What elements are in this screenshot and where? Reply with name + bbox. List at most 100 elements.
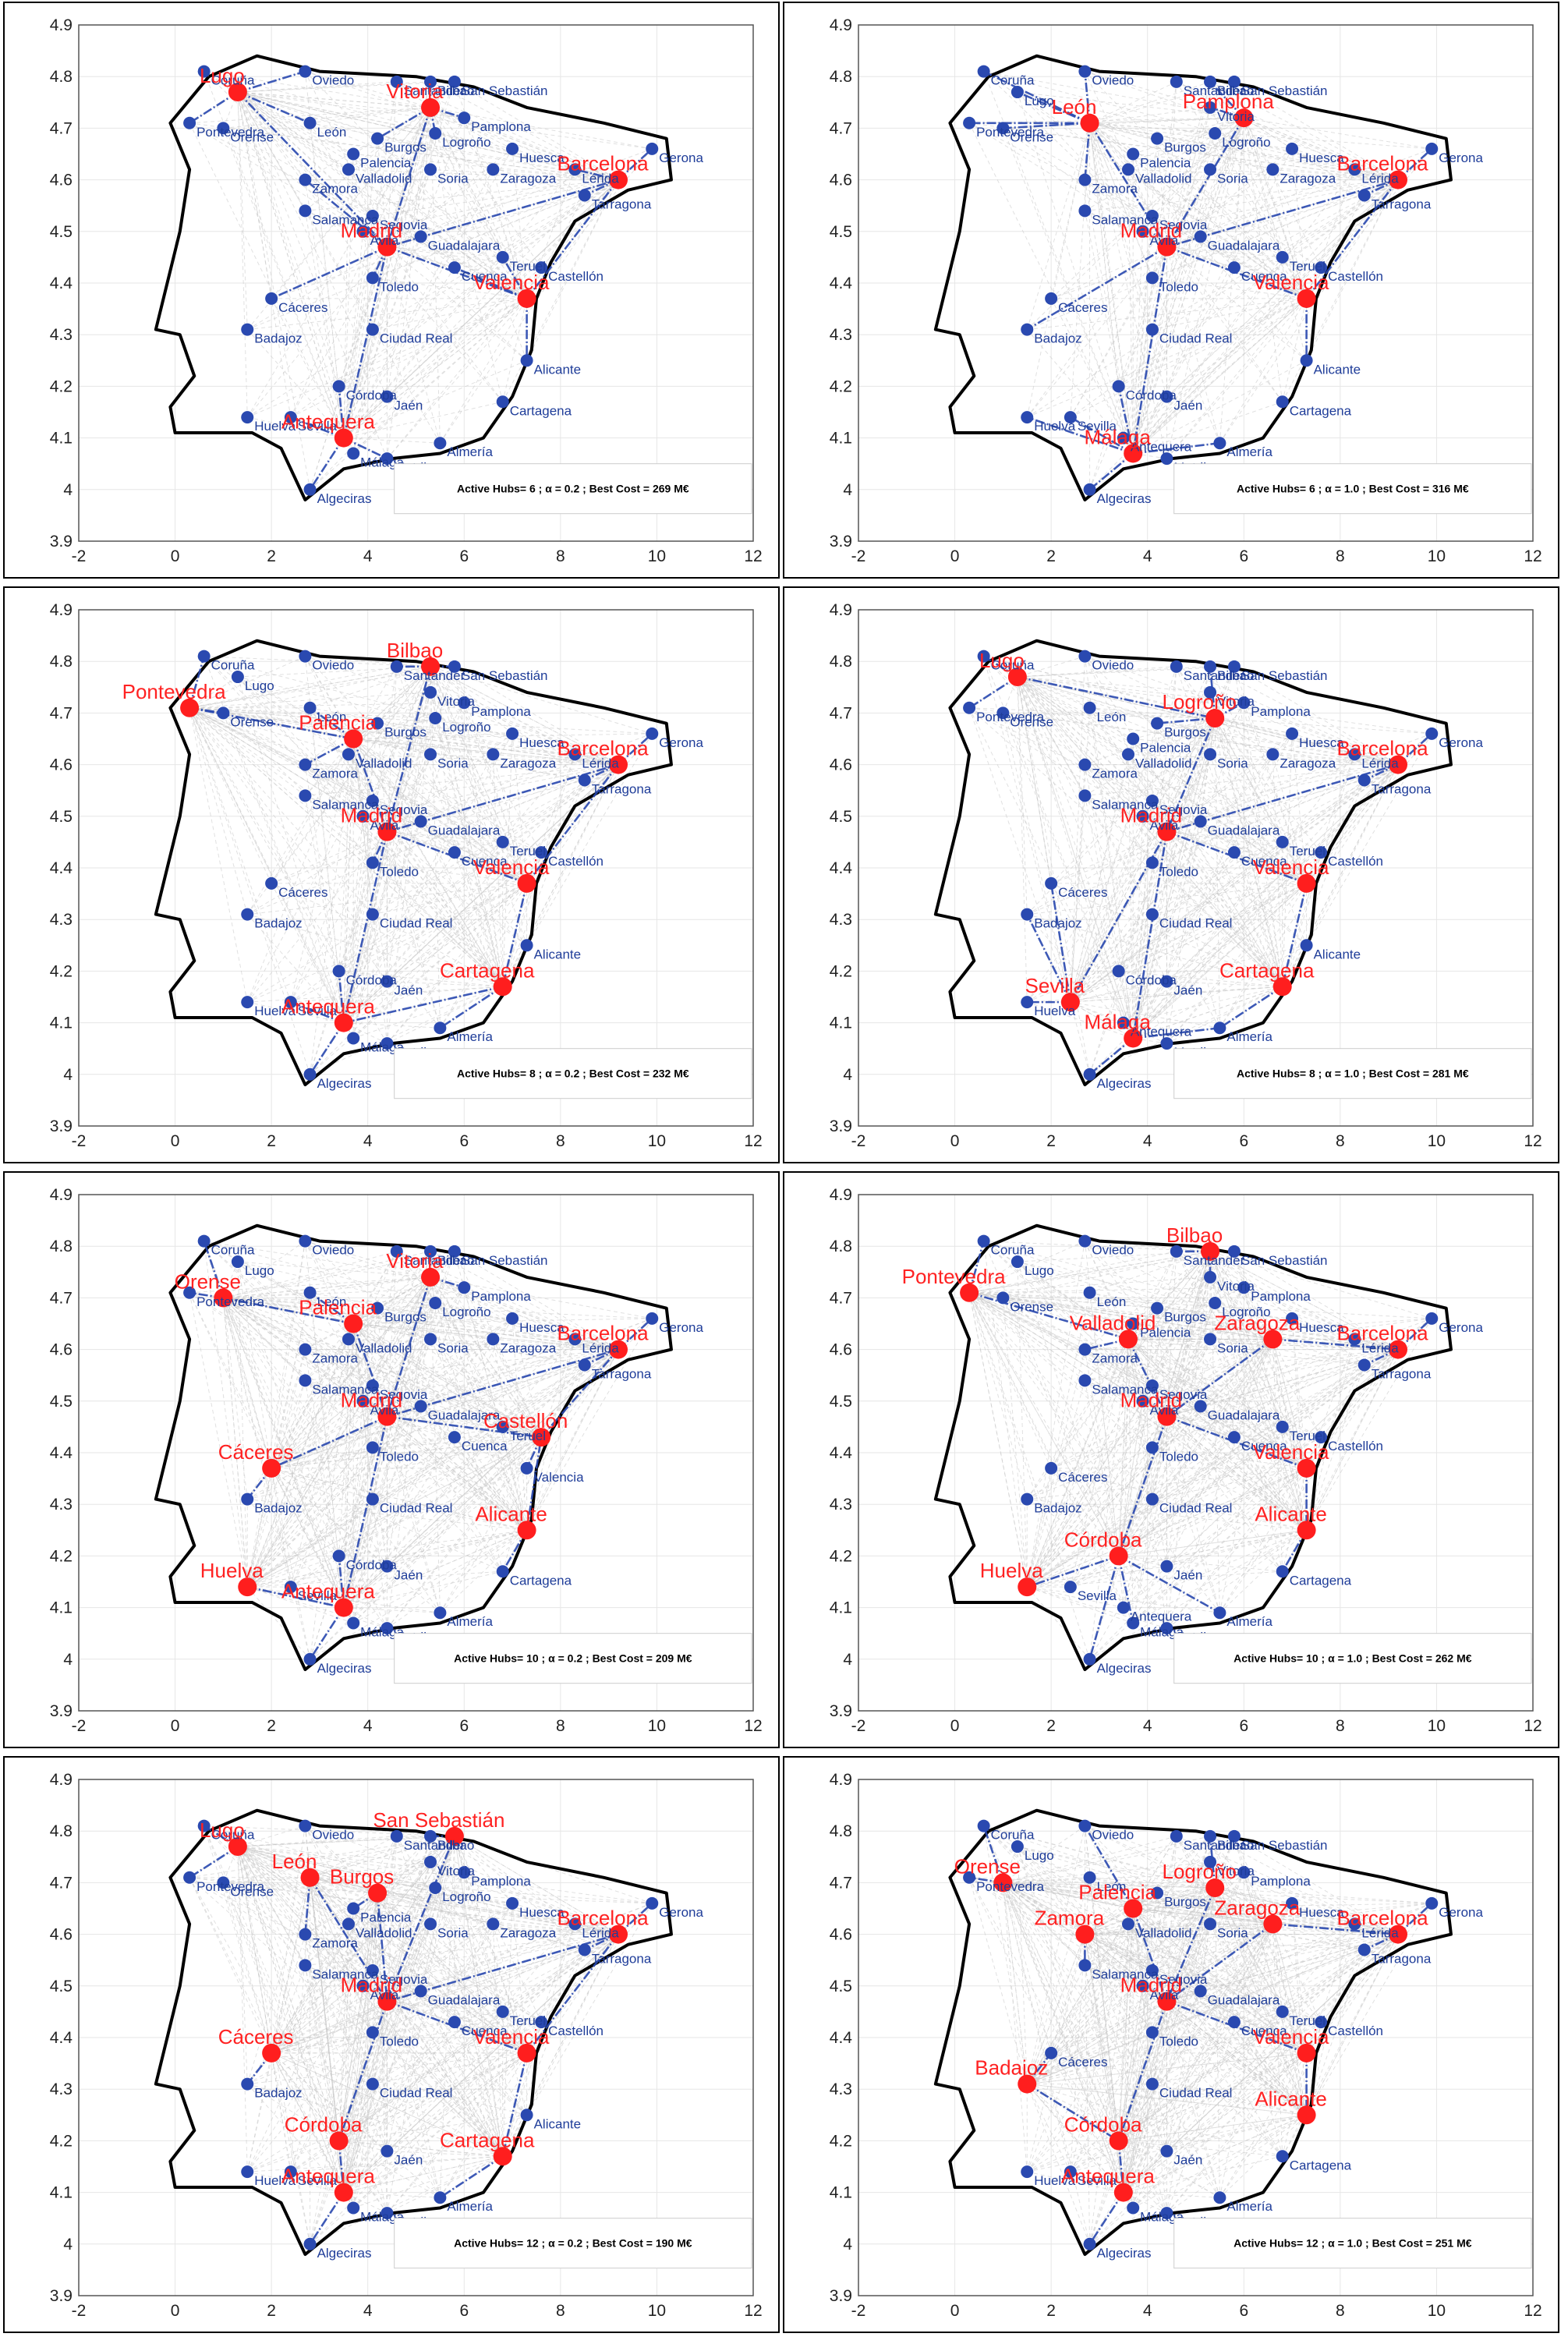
candidate-link xyxy=(1017,676,1220,1029)
candidate-link xyxy=(983,656,1134,1039)
city-label-salamanca: Salamanca xyxy=(312,1967,379,1981)
active-link-zaragoza-madrid xyxy=(1166,1923,1274,2002)
candidate-link xyxy=(387,1934,619,2002)
hub-label-bilbao: Bilbao xyxy=(1166,1223,1223,1247)
candidate-link xyxy=(247,1529,527,1588)
candidate-link xyxy=(430,1276,528,1469)
candidate-link xyxy=(247,1586,388,1629)
candidate-link xyxy=(352,738,503,843)
x-tick-label: 10 xyxy=(1428,1132,1446,1150)
candidate-link xyxy=(1027,1903,1432,2085)
city-marker-huesca xyxy=(506,1896,519,1910)
y-tick-label: 4 xyxy=(63,2236,73,2254)
candidate-link xyxy=(430,1276,494,1340)
hub-marker-madrid xyxy=(377,237,397,257)
city-label-pamplona: Pamplona xyxy=(471,1289,531,1304)
candidate-link xyxy=(1050,1416,1167,1469)
candidate-link xyxy=(1085,1251,1211,1381)
candidate-link xyxy=(1017,676,1134,1039)
candidate-link xyxy=(1234,764,1399,853)
candidate-link xyxy=(1133,738,1399,766)
candidate-link xyxy=(338,764,619,972)
x-tick-label: 2 xyxy=(1046,2302,1056,2320)
candidate-link xyxy=(352,1893,378,2208)
candidate-link xyxy=(1070,298,1307,418)
candidate-link xyxy=(387,981,503,987)
candidate-link xyxy=(502,1437,542,1572)
candidate-link xyxy=(338,246,388,387)
candidate-link xyxy=(1089,1908,1134,2244)
candidate-link xyxy=(1026,1416,1167,1500)
candidate-link xyxy=(223,1298,527,1531)
y-tick-label: 4 xyxy=(63,481,73,499)
city-marker-bilbao xyxy=(1204,660,1217,673)
candidate-link xyxy=(968,1292,1091,1659)
city-label-toledo: Toledo xyxy=(1159,279,1198,294)
candidate-link xyxy=(1002,1882,1028,2172)
city-label-palencia: Palencia xyxy=(360,1910,412,1925)
city-label-castellon: Castellón xyxy=(1328,2024,1383,2038)
city-marker-alicante xyxy=(520,2109,533,2122)
candidate-link xyxy=(1003,117,1244,129)
city-label-sevilla: Sevilla xyxy=(298,419,338,434)
city-marker-ciudad-real xyxy=(1145,908,1159,921)
active-link-leon-zamora xyxy=(1084,122,1091,180)
candidate-link xyxy=(372,883,527,915)
candidate-link xyxy=(1026,1380,1085,1588)
city-marker-coruna xyxy=(977,1234,990,1248)
candidate-link xyxy=(1118,1339,1129,1556)
y-tick-label: 4.6 xyxy=(830,1341,852,1359)
city-marker-avila xyxy=(356,1394,370,1407)
candidate-link xyxy=(1118,831,1167,972)
candidate-link xyxy=(343,257,504,438)
city-marker-zamora xyxy=(299,758,312,771)
candidate-link xyxy=(1209,1276,1308,1469)
candidate-link xyxy=(1002,1882,1071,2172)
candidate-link xyxy=(502,1349,619,1428)
candidate-link xyxy=(1166,1529,1307,1629)
city-marker-teruel xyxy=(496,1420,509,1433)
candidate-link xyxy=(1176,1836,1216,1889)
candidate-link xyxy=(1176,666,1399,766)
city-marker-jaen xyxy=(1160,975,1173,988)
city-label-palencia: Palencia xyxy=(1140,1326,1191,1340)
candidate-link xyxy=(189,707,373,915)
city-marker-motril xyxy=(1160,1037,1173,1050)
candidate-link xyxy=(1209,81,1399,181)
candidate-link xyxy=(1026,1499,1153,1588)
candidate-link xyxy=(223,1298,306,1381)
candidate-link xyxy=(247,1555,339,1588)
candidate-link xyxy=(222,1882,272,2053)
candidate-link xyxy=(968,1877,1167,2002)
candidate-link xyxy=(1156,1308,1307,1469)
candidate-link xyxy=(1142,764,1399,817)
candidate-link xyxy=(1118,2140,1167,2152)
candidate-link xyxy=(430,107,528,299)
candidate-link xyxy=(271,1903,513,2054)
candidate-link xyxy=(1209,1861,1308,2054)
x-tick-label: 0 xyxy=(950,1132,960,1150)
candidate-link xyxy=(1152,1923,1273,1971)
candidate-link xyxy=(1166,2001,1283,2013)
city-label-guadalajara: Guadalajara xyxy=(428,1992,501,2007)
candidate-link xyxy=(343,800,373,1023)
candidate-link xyxy=(1026,1436,1235,1588)
y-tick-label: 4.6 xyxy=(50,756,73,774)
candidate-link xyxy=(1291,1318,1308,1531)
candidate-link xyxy=(1152,1446,1307,1469)
candidate-link xyxy=(1050,179,1399,299)
candidate-link xyxy=(502,1903,513,2157)
x-tick-label: 10 xyxy=(648,547,666,565)
city-marker-lerida xyxy=(1348,1333,1361,1346)
city-label-caceres: Cáceres xyxy=(278,300,327,315)
city-marker-coruna xyxy=(197,1819,211,1832)
candidate-link xyxy=(271,2052,345,2193)
candidate-link xyxy=(1089,122,1220,444)
candidate-link xyxy=(492,169,528,299)
city-label-castellon: Castellón xyxy=(548,2024,603,2038)
city-label-almeria: Almería xyxy=(447,2199,493,2214)
candidate-link xyxy=(237,1846,542,2023)
city-marker-zamora xyxy=(299,1928,312,1941)
city-marker-lerida xyxy=(568,748,582,761)
candidate-link xyxy=(1127,1338,1307,1469)
